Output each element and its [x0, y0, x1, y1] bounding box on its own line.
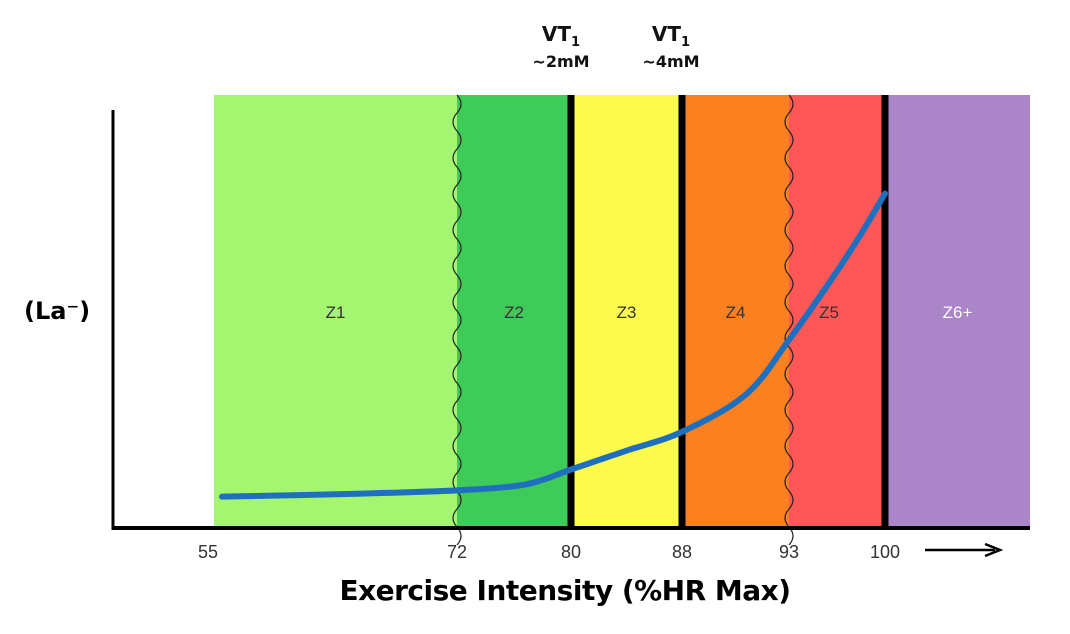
zone-label: Z5: [819, 303, 839, 322]
zone-boundary-wavy: [452, 94, 462, 546]
zone-boundary-wavy: [784, 94, 794, 546]
y-axis-label: (La⁻): [24, 297, 91, 325]
zone-label: Z4: [726, 303, 746, 322]
x-tick-label: 72: [447, 542, 467, 562]
threshold-label-vt2: VT1 ~4mM: [626, 22, 716, 71]
zone-band-z4: [682, 95, 789, 528]
zone-band-z1: [214, 95, 457, 528]
x-tick-label: 88: [672, 542, 692, 562]
threshold-note: ~4mM: [642, 52, 700, 71]
zone-label: Z6+: [943, 303, 973, 322]
zone-label: Z3: [617, 303, 637, 322]
threshold-name: VT: [541, 22, 572, 46]
x-tick-label: 100: [870, 542, 900, 562]
arrow-right-icon: [984, 542, 1004, 558]
lactate-curve: [219, 190, 888, 500]
x-tick-label: 93: [779, 542, 799, 562]
threshold-subscript: 1: [681, 35, 691, 50]
threshold-subscript: 1: [571, 35, 581, 50]
threshold-note: ~2mM: [532, 52, 590, 71]
threshold-label-vt1: VT1 ~2mM: [516, 22, 606, 71]
zone-band-z6plus: [885, 95, 1030, 528]
threshold-name: VT: [651, 22, 682, 46]
zone-band-z5: [789, 95, 885, 528]
x-tick-label: 55: [198, 542, 218, 562]
zone-label: Z1: [326, 303, 346, 322]
x-axis-label: Exercise Intensity (%HR Max): [339, 574, 791, 607]
zone-band-z2: [457, 95, 571, 528]
x-tick-label: 80: [561, 542, 581, 562]
zone-label: Z2: [504, 303, 524, 322]
zone-band-z3: [571, 95, 682, 528]
